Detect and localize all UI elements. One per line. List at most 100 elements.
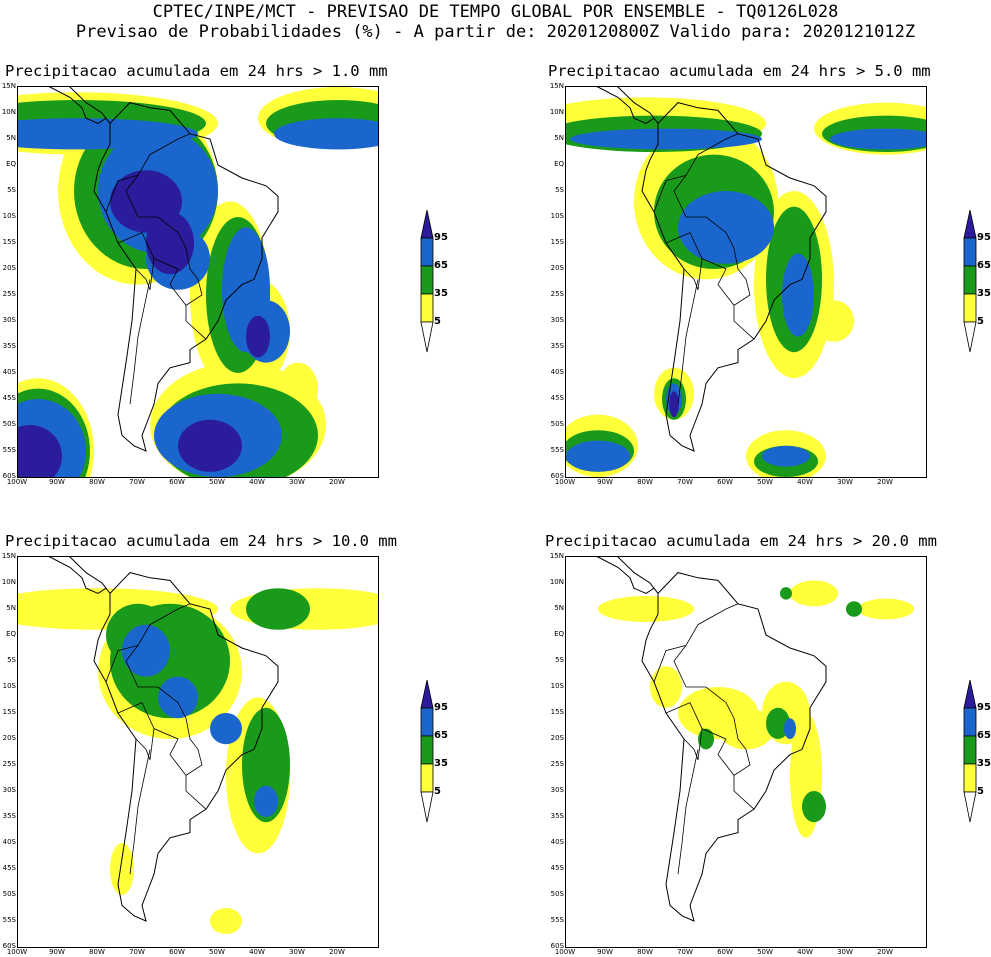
lat-tick-label: 5N: [6, 134, 16, 142]
lat-tick-label: 5N: [554, 604, 564, 612]
probability-area: [146, 211, 194, 275]
lat-tick-label: 15N: [549, 82, 564, 90]
lon-tick-label: 60W: [717, 478, 733, 486]
legend-swatch: [420, 707, 434, 737]
probability-map-3: [17, 556, 379, 948]
color-legend-2: 95 65 35 5: [963, 209, 991, 355]
lat-tick-label: 15S: [2, 238, 16, 246]
lat-tick-label: 30S: [2, 316, 16, 324]
legend-swatch: [963, 791, 977, 823]
probability-field: [596, 557, 914, 922]
country-border: [125, 133, 191, 218]
lon-tick-label: 100W: [554, 478, 576, 486]
lat-tick-label: 50S: [550, 890, 564, 898]
probability-area: [110, 843, 134, 895]
lon-tick-label: 40W: [797, 478, 813, 486]
lat-tick-label: 55S: [2, 916, 16, 924]
panel-title-3: Precipitacao acumulada em 24 hrs > 10.0 …: [5, 532, 397, 550]
probability-area: [780, 587, 792, 600]
probability-area: [210, 908, 242, 934]
legend-level-label: 35: [977, 758, 991, 769]
main-subtitle: Previsao de Probabilidades (%) - A parti…: [75, 22, 916, 42]
lon-tick-label: 100W: [6, 948, 28, 956]
lon-tick-label: 90W: [597, 478, 613, 486]
lat-tick-label: 10N: [1, 578, 16, 586]
lon-tick-label: 60W: [717, 948, 733, 956]
country-border: [138, 686, 207, 810]
legend-swatch: [963, 321, 977, 353]
lon-tick-label: 100W: [554, 948, 576, 956]
legend-level-label: 65: [434, 260, 448, 271]
lat-tick-label: 15S: [550, 708, 564, 716]
lat-tick-label: 15N: [1, 552, 16, 560]
lon-tick-label: 70W: [677, 478, 693, 486]
probability-area: [254, 785, 278, 817]
lat-tick-label: 35S: [2, 342, 16, 350]
country-border: [673, 603, 739, 688]
legend-swatch: [963, 209, 977, 239]
legend-level-label: 65: [977, 260, 991, 271]
legend-level-label: 5: [977, 316, 984, 327]
lat-tick-label: 5S: [555, 186, 564, 194]
lat-tick-label: EQ: [554, 630, 564, 638]
probability-area: [566, 440, 630, 472]
probability-area: [830, 128, 926, 150]
legend-level-label: 95: [977, 232, 991, 243]
lon-tick-label: 100W: [6, 478, 28, 486]
country-border: [138, 216, 207, 340]
lat-tick-label: 15N: [549, 552, 564, 560]
lon-tick-label: 20W: [877, 478, 893, 486]
legend-swatch: [963, 237, 977, 267]
lon-tick-label: 40W: [249, 948, 265, 956]
lon-tick-label: 40W: [797, 948, 813, 956]
legend-swatch: [420, 293, 434, 323]
lon-tick-label: 60W: [169, 478, 185, 486]
lat-tick-label: 30S: [550, 786, 564, 794]
legend-level-label: 95: [977, 702, 991, 713]
lat-tick-label: 20S: [2, 734, 16, 742]
lat-tick-label: 40S: [2, 368, 16, 376]
probability-area: [782, 253, 814, 337]
probability-area: [650, 666, 682, 708]
lat-tick-label: 10S: [550, 682, 564, 690]
probability-area: [570, 128, 762, 150]
legend-level-label: 65: [434, 730, 448, 741]
lon-tick-label: 80W: [89, 478, 105, 486]
lat-tick-label: 10S: [550, 212, 564, 220]
probability-area: [784, 718, 796, 739]
legend-level-label: 35: [977, 288, 991, 299]
probability-area: [858, 598, 914, 620]
color-legend-1: 95 65 35 5: [420, 209, 460, 355]
coastline: [48, 87, 111, 124]
lat-tick-label: 5S: [7, 186, 16, 194]
probability-area: [814, 300, 854, 342]
panel-title-4: Precipitacao acumulada em 24 hrs > 20.0 …: [545, 532, 937, 550]
lat-tick-label: 55S: [550, 446, 564, 454]
coastline: [641, 572, 827, 922]
country-border: [105, 175, 139, 212]
lat-tick-label: 45S: [550, 864, 564, 872]
probability-area: [669, 391, 679, 418]
lat-tick-label: 40S: [550, 838, 564, 846]
legend-swatch: [963, 735, 977, 765]
lat-tick-label: 55S: [550, 916, 564, 924]
lat-tick-label: 25S: [550, 290, 564, 298]
country-border: [686, 686, 755, 810]
lat-tick-label: 50S: [2, 420, 16, 428]
lat-tick-label: 50S: [550, 420, 564, 428]
country-border: [665, 232, 703, 259]
legend-swatch: [963, 763, 977, 793]
lon-tick-label: 30W: [837, 478, 853, 486]
legend-level-label: 95: [434, 702, 448, 713]
probability-area: [766, 707, 790, 739]
legend-swatch: [963, 293, 977, 323]
lon-tick-label: 50W: [209, 478, 225, 486]
color-legend-3: 95 65 35 5: [420, 679, 460, 825]
legend-swatch: [420, 265, 434, 295]
lon-tick-label: 50W: [757, 948, 773, 956]
main-title: CPTEC/INPE/MCT - PREVISAO DE TEMPO GLOBA…: [152, 2, 839, 22]
lon-tick-label: 50W: [209, 948, 225, 956]
probability-map-4: [565, 556, 927, 948]
probability-area: [158, 676, 198, 719]
coastline: [48, 557, 111, 594]
